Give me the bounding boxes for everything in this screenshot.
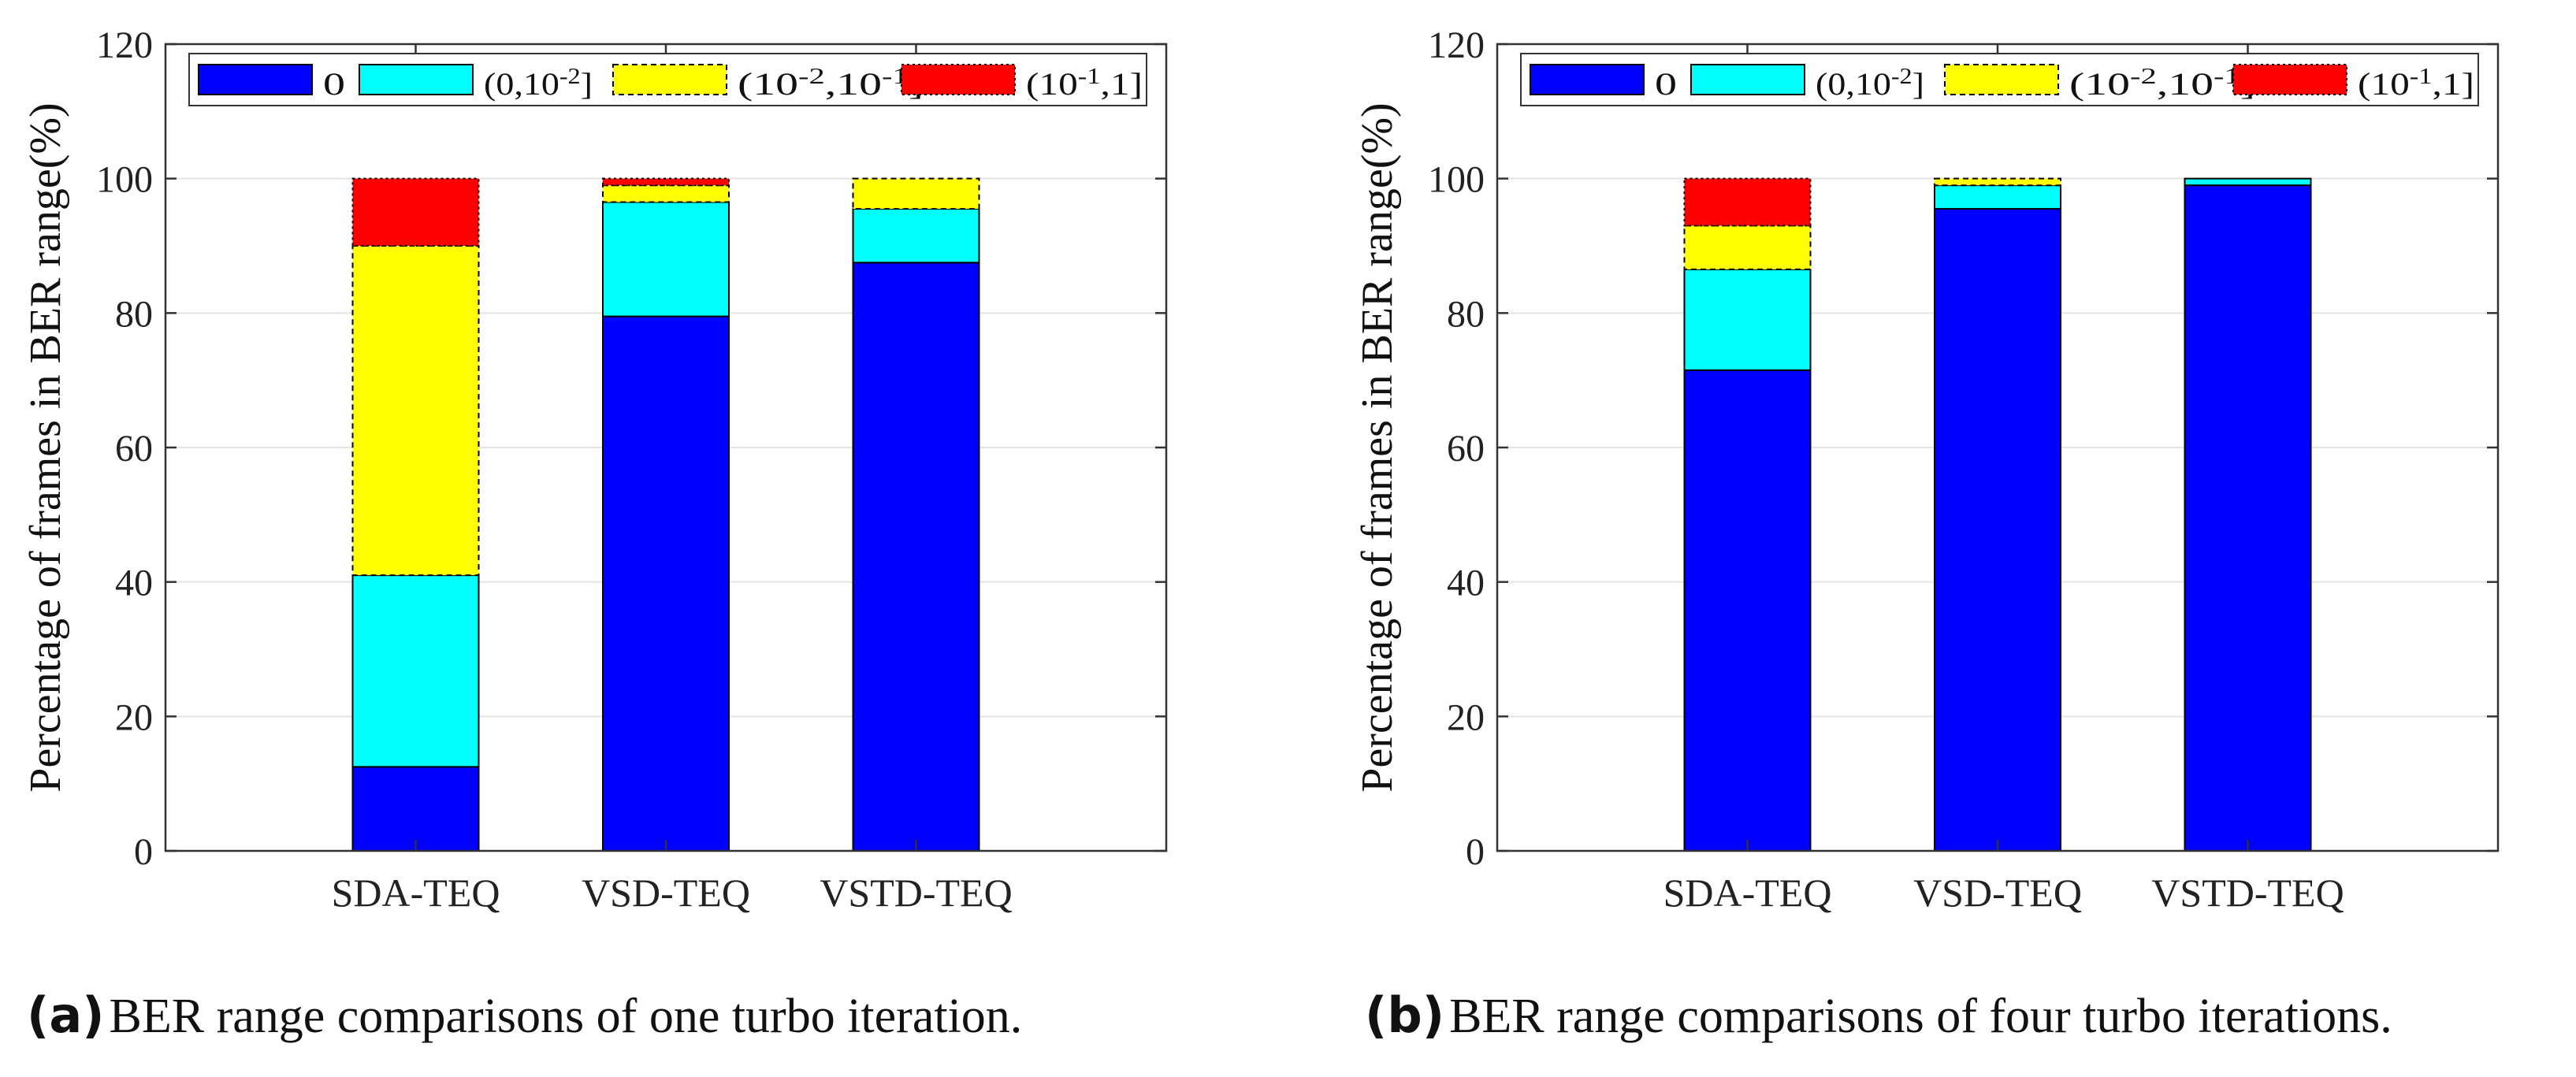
legend-entry-low: (0,10 -2]: [359, 64, 593, 102]
x-tick-label: VSTD-TEQ: [2151, 871, 2344, 915]
y-tick-label: 40: [115, 563, 153, 604]
bar-segment: [1934, 184, 2061, 210]
bar-segment: [351, 574, 480, 768]
bar-segment: [1683, 177, 1812, 227]
bar-segment: [2184, 184, 2312, 852]
legend-swatch: [359, 64, 474, 95]
legend-swatch: [198, 64, 313, 95]
x-tick-label: SDA-TEQ: [332, 871, 500, 915]
bar-segment: [852, 262, 980, 852]
legend-swatch: [1530, 64, 1645, 95]
caption-letter: (b): [1365, 986, 1445, 1044]
legend-entry-zero: 0: [1530, 64, 1677, 102]
y-axis-label: Percentage of frames in BER range(%): [1353, 102, 1402, 792]
y-axis-label: Percentage of frames in BER range(%): [21, 102, 70, 792]
bar-segment: [1934, 177, 2061, 187]
legend-entry-high: (10 -1,1]: [2232, 64, 2474, 102]
bar-segment: [1934, 208, 2061, 852]
legend-label: (0,10 -2]: [484, 65, 593, 102]
legend-swatch: [2232, 64, 2347, 95]
legend-label: (10-2,10-1]: [2069, 65, 2255, 102]
y-tick-label: 20: [1447, 696, 1485, 738]
chart-panel-a: SDA-TEQ VSD-TEQ VSTD-TEQ 0 20 40 60 80 100 120 Per…: [21, 24, 1168, 1043]
bar-segment: [602, 184, 730, 203]
legend-entry-zero: 0: [198, 64, 345, 102]
y-tick-label: 100: [96, 159, 153, 201]
chart-panel-b: SDA-TEQ VSD-TEQ VSTD-TEQ 0 20 40 60 80 100 120 Per…: [1332, 0, 2576, 1077]
y-tick-label: 100: [1428, 159, 1485, 201]
y-tick-label: 40: [1447, 563, 1485, 604]
x-tick-label: SDA-TEQ: [1663, 871, 1832, 915]
caption-a: (a)BER range comparisons of one turbo it…: [27, 990, 1023, 1043]
x-tick-label: VSD-TEQ: [582, 871, 750, 915]
caption-b: (b)BER range comparisons of four turbo i…: [1365, 990, 2392, 1043]
bar-segment: [1683, 225, 1812, 270]
bar-segment: [351, 245, 480, 577]
caption-text: BER range comparisons of four turbo iter…: [1449, 990, 2392, 1043]
y-tick-label: 120: [1428, 24, 1485, 66]
bar-segment: [1683, 268, 1812, 371]
legend-swatch: [901, 64, 1016, 95]
x-tick-label: VSTD-TEQ: [820, 871, 1012, 915]
bar-segment: [351, 177, 480, 247]
bar-segment: [602, 177, 730, 187]
legend-label: 0: [1655, 66, 1677, 102]
legend-entry-high: (10 -1,1]: [901, 64, 1143, 102]
y-tick-label: 60: [1447, 428, 1485, 470]
y-tick-label: 120: [96, 24, 153, 66]
x-tick-label: VSD-TEQ: [1913, 871, 2082, 915]
legend-label: (0,10 -2]: [1816, 65, 1924, 102]
y-tick-label: 60: [115, 428, 153, 470]
caption-letter: (a): [27, 986, 105, 1044]
chart-a: SDA-TEQ VSD-TEQ VSTD-TEQ 0 20 40 60 80 100 120 Per…: [21, 24, 1168, 915]
bar-segment: [602, 315, 730, 852]
legend-label: (10 -1,1]: [1026, 65, 1143, 102]
bar-segment: [852, 208, 980, 264]
caption-text: BER range comparisons of one turbo itera…: [109, 990, 1023, 1043]
bar-segment: [602, 201, 730, 318]
legend-entry-low: (0,10 -2]: [1690, 64, 1924, 102]
bar-segment: [852, 177, 980, 210]
bar-segment: [2184, 177, 2312, 187]
legend-swatch: [1944, 64, 2059, 95]
legend-entry-mid: (10-2,10-1]: [1944, 64, 2255, 102]
chart-b: SDA-TEQ VSD-TEQ VSTD-TEQ 0 20 40 60 80 100 120 Per…: [1353, 24, 2500, 915]
y-tick-label: 80: [115, 293, 153, 335]
y-tick-label: 20: [115, 696, 153, 738]
bar-segment: [1683, 369, 1812, 852]
y-tick-label: 0: [134, 831, 153, 873]
y-tick-label: 0: [1466, 831, 1485, 873]
legend-swatch: [612, 64, 727, 95]
legend-swatch: [1690, 64, 1805, 95]
legend-label: (10 -1,1]: [2358, 65, 2474, 102]
y-tick-label: 80: [1447, 293, 1485, 335]
bar-segment: [351, 766, 480, 852]
legend-label: 0: [323, 66, 345, 102]
